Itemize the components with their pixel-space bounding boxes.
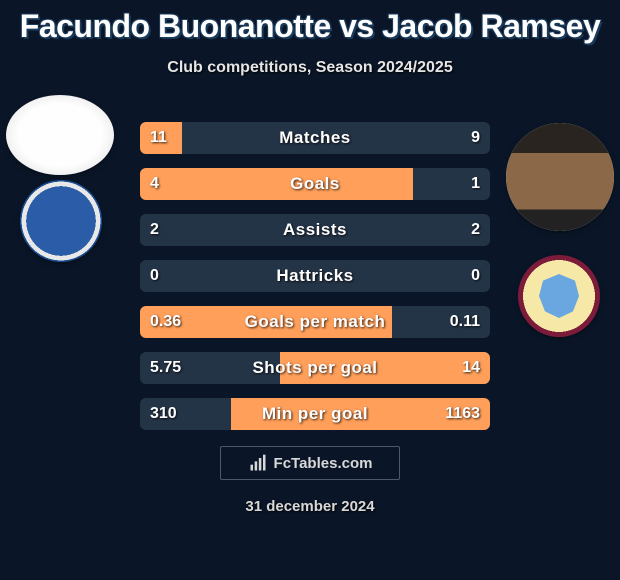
chart-icon: [248, 453, 268, 473]
stat-value-right: 0.11: [450, 306, 480, 338]
stat-label: Goals per match: [140, 306, 490, 338]
stat-label: Goals: [140, 168, 490, 200]
stat-label: Min per goal: [140, 398, 490, 430]
stat-label: Hattricks: [140, 260, 490, 292]
stat-value-right: 2: [471, 214, 480, 246]
stat-label: Assists: [140, 214, 490, 246]
snapshot-date: 31 december 2024: [0, 498, 620, 515]
stat-row: 2Assists2: [140, 214, 490, 246]
stat-value-right: 1: [471, 168, 480, 200]
club-right-badge: [518, 255, 600, 337]
stat-row: 11Matches9: [140, 122, 490, 154]
stat-value-right: 14: [462, 352, 480, 384]
player-left-avatar: [6, 95, 114, 175]
stat-row: 5.75Shots per goal14: [140, 352, 490, 384]
stat-label: Matches: [140, 122, 490, 154]
stat-row: 4Goals1: [140, 168, 490, 200]
comparison-title: Facundo Buonanotte vs Jacob Ramsey: [0, 0, 620, 45]
player-face-icon: [506, 123, 614, 231]
club-left-badge: [20, 180, 102, 262]
stat-label: Shots per goal: [140, 352, 490, 384]
stat-row: 0.36Goals per match0.11: [140, 306, 490, 338]
stat-row: 310Min per goal1163: [140, 398, 490, 430]
comparison-subtitle: Club competitions, Season 2024/2025: [0, 59, 620, 77]
stat-value-right: 0: [471, 260, 480, 292]
brand-logo: FcTables.com: [220, 446, 400, 480]
stat-value-right: 9: [471, 122, 480, 154]
stat-row: 0Hattricks0: [140, 260, 490, 292]
brand-text: FcTables.com: [274, 455, 373, 472]
stats-container: 11Matches9 4Goals1 2Assists2 0Hattricks0 0.3…: [140, 122, 490, 444]
player-right-avatar: [506, 123, 614, 231]
stat-value-right: 1163: [445, 398, 480, 430]
